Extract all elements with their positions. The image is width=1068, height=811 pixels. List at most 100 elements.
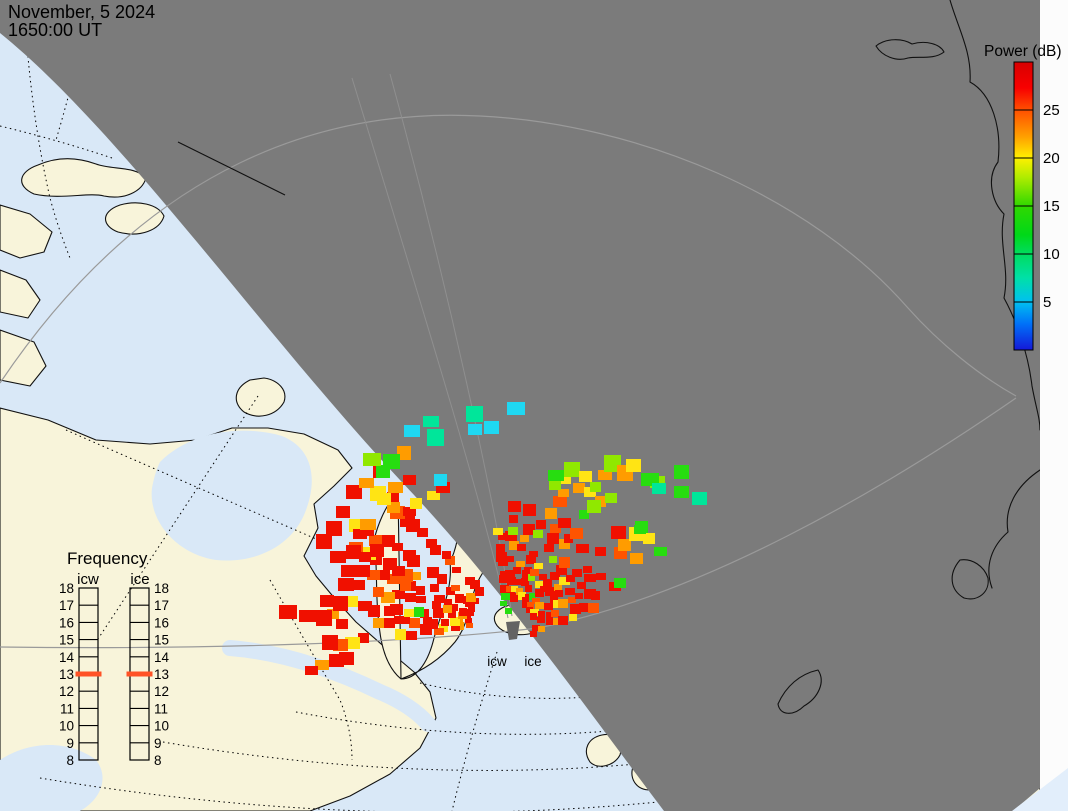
backscatter-cell [451, 585, 460, 591]
backscatter-cell [394, 616, 406, 624]
backscatter-cell [468, 424, 482, 435]
backscatter-cell [336, 506, 350, 518]
radar-cells [279, 402, 707, 675]
frequency-tick-label: 11 [60, 701, 74, 716]
backscatter-cell [530, 631, 537, 637]
backscatter-cell [543, 579, 552, 587]
backscatter-cell [505, 531, 517, 541]
backscatter-cell [367, 570, 380, 580]
backscatter-cell [527, 602, 534, 609]
radar-site-labels: icw ice [487, 654, 541, 669]
backscatter-cell [441, 619, 449, 626]
backscatter-cell [465, 577, 475, 585]
frequency-active-bar [126, 671, 153, 677]
coast-baltic [777, 669, 822, 714]
land-left-archipelago [0, 204, 53, 259]
backscatter-cell [400, 580, 411, 591]
backscatter-cell [423, 617, 432, 624]
backscatter-cell [510, 595, 518, 602]
backscatter-cell [595, 547, 606, 556]
frequency-column-ice-label: ice [130, 571, 149, 588]
frequency-tick-label: 11 [154, 701, 168, 716]
backscatter-cell [450, 617, 460, 626]
backscatter-cell [426, 539, 437, 548]
backscatter-cell [526, 607, 533, 613]
backscatter-cell [500, 571, 507, 576]
backscatter-cell [358, 601, 372, 611]
backscatter-cell [358, 633, 369, 643]
backscatter-cell [316, 534, 332, 549]
backscatter-cell [434, 595, 445, 603]
backscatter-cell [556, 565, 567, 575]
backscatter-cell [390, 604, 403, 615]
backscatter-cell [523, 524, 535, 535]
backscatter-cell [591, 591, 600, 600]
backscatter-cell [442, 551, 451, 559]
backscatter-cell [299, 610, 316, 622]
backscatter-cell [674, 486, 689, 498]
backscatter-cell [568, 597, 576, 603]
backscatter-cell [432, 601, 441, 609]
backscatter-cell [355, 565, 370, 577]
frequency-ladder-icw: 18 17 16 15 14 13 12 11 10 9 8 [59, 581, 102, 768]
backscatter-cell [558, 475, 571, 484]
coast-russia [988, 469, 1041, 589]
colorbar-tick-label: 25 [1043, 102, 1060, 119]
land-somerset [235, 377, 286, 417]
radar-origin-wedge [506, 621, 520, 640]
backscatter-cell [427, 491, 440, 500]
backscatter-cell [654, 547, 667, 556]
backscatter-cell [516, 561, 525, 567]
backscatter-cell [360, 519, 376, 530]
backscatter-cell [404, 609, 414, 617]
frequency-active-bar [75, 671, 102, 677]
backscatter-cell [466, 609, 474, 616]
backscatter-cell [383, 558, 397, 570]
backscatter-cell [451, 624, 460, 631]
backscatter-cell [505, 570, 515, 578]
backscatter-cell [514, 593, 521, 598]
backscatter-cell [373, 618, 384, 628]
backscatter-cell [558, 599, 568, 608]
backscatter-cell [498, 533, 508, 540]
colorbar-ticks: 25 20 15 10 5 [1014, 102, 1060, 311]
frequency-tick-label: 18 [59, 581, 74, 596]
backscatter-cell [530, 609, 539, 616]
backscatter-cell [545, 508, 557, 519]
backscatter-cell [508, 527, 518, 535]
backscatter-cell [590, 482, 601, 492]
backscatter-cell [643, 533, 655, 544]
frequency-panel: Frequency icw ice 1817161514131211109818… [59, 549, 170, 768]
backscatter-cell [553, 618, 560, 625]
colorbar-tick-label: 20 [1043, 150, 1060, 167]
backscatter-cell [630, 553, 643, 564]
backscatter-cell [437, 574, 447, 584]
backscatter-cell [466, 406, 483, 422]
backscatter-cell [532, 625, 540, 631]
frequency-tick-label: 15 [154, 633, 169, 648]
backscatter-cell [634, 525, 646, 534]
backscatter-cell [352, 580, 365, 590]
backscatter-cell [547, 533, 559, 544]
backscatter-cell [517, 544, 526, 551]
backscatter-cell [529, 551, 538, 557]
backscatter-cell [423, 416, 439, 427]
backscatter-cell [388, 482, 403, 493]
backscatter-cell [559, 557, 570, 568]
backscatter-cell [532, 598, 540, 604]
backscatter-cell [525, 585, 532, 592]
backscatter-cell [558, 616, 568, 625]
backscatter-cell [525, 594, 532, 600]
frequency-tick-label: 10 [154, 719, 169, 734]
backscatter-cell [538, 611, 545, 617]
backscatter-cell [404, 425, 420, 437]
backscatter-cell [416, 596, 426, 603]
backscatter-cell [546, 618, 554, 625]
backscatter-cell [535, 581, 543, 588]
backscatter-cell [387, 492, 399, 503]
map-border-segment [177, 141, 286, 196]
backscatter-cell [572, 569, 582, 577]
backscatter-cell [611, 526, 626, 539]
backscatter-cell [641, 473, 659, 486]
backscatter-cell [533, 530, 543, 538]
